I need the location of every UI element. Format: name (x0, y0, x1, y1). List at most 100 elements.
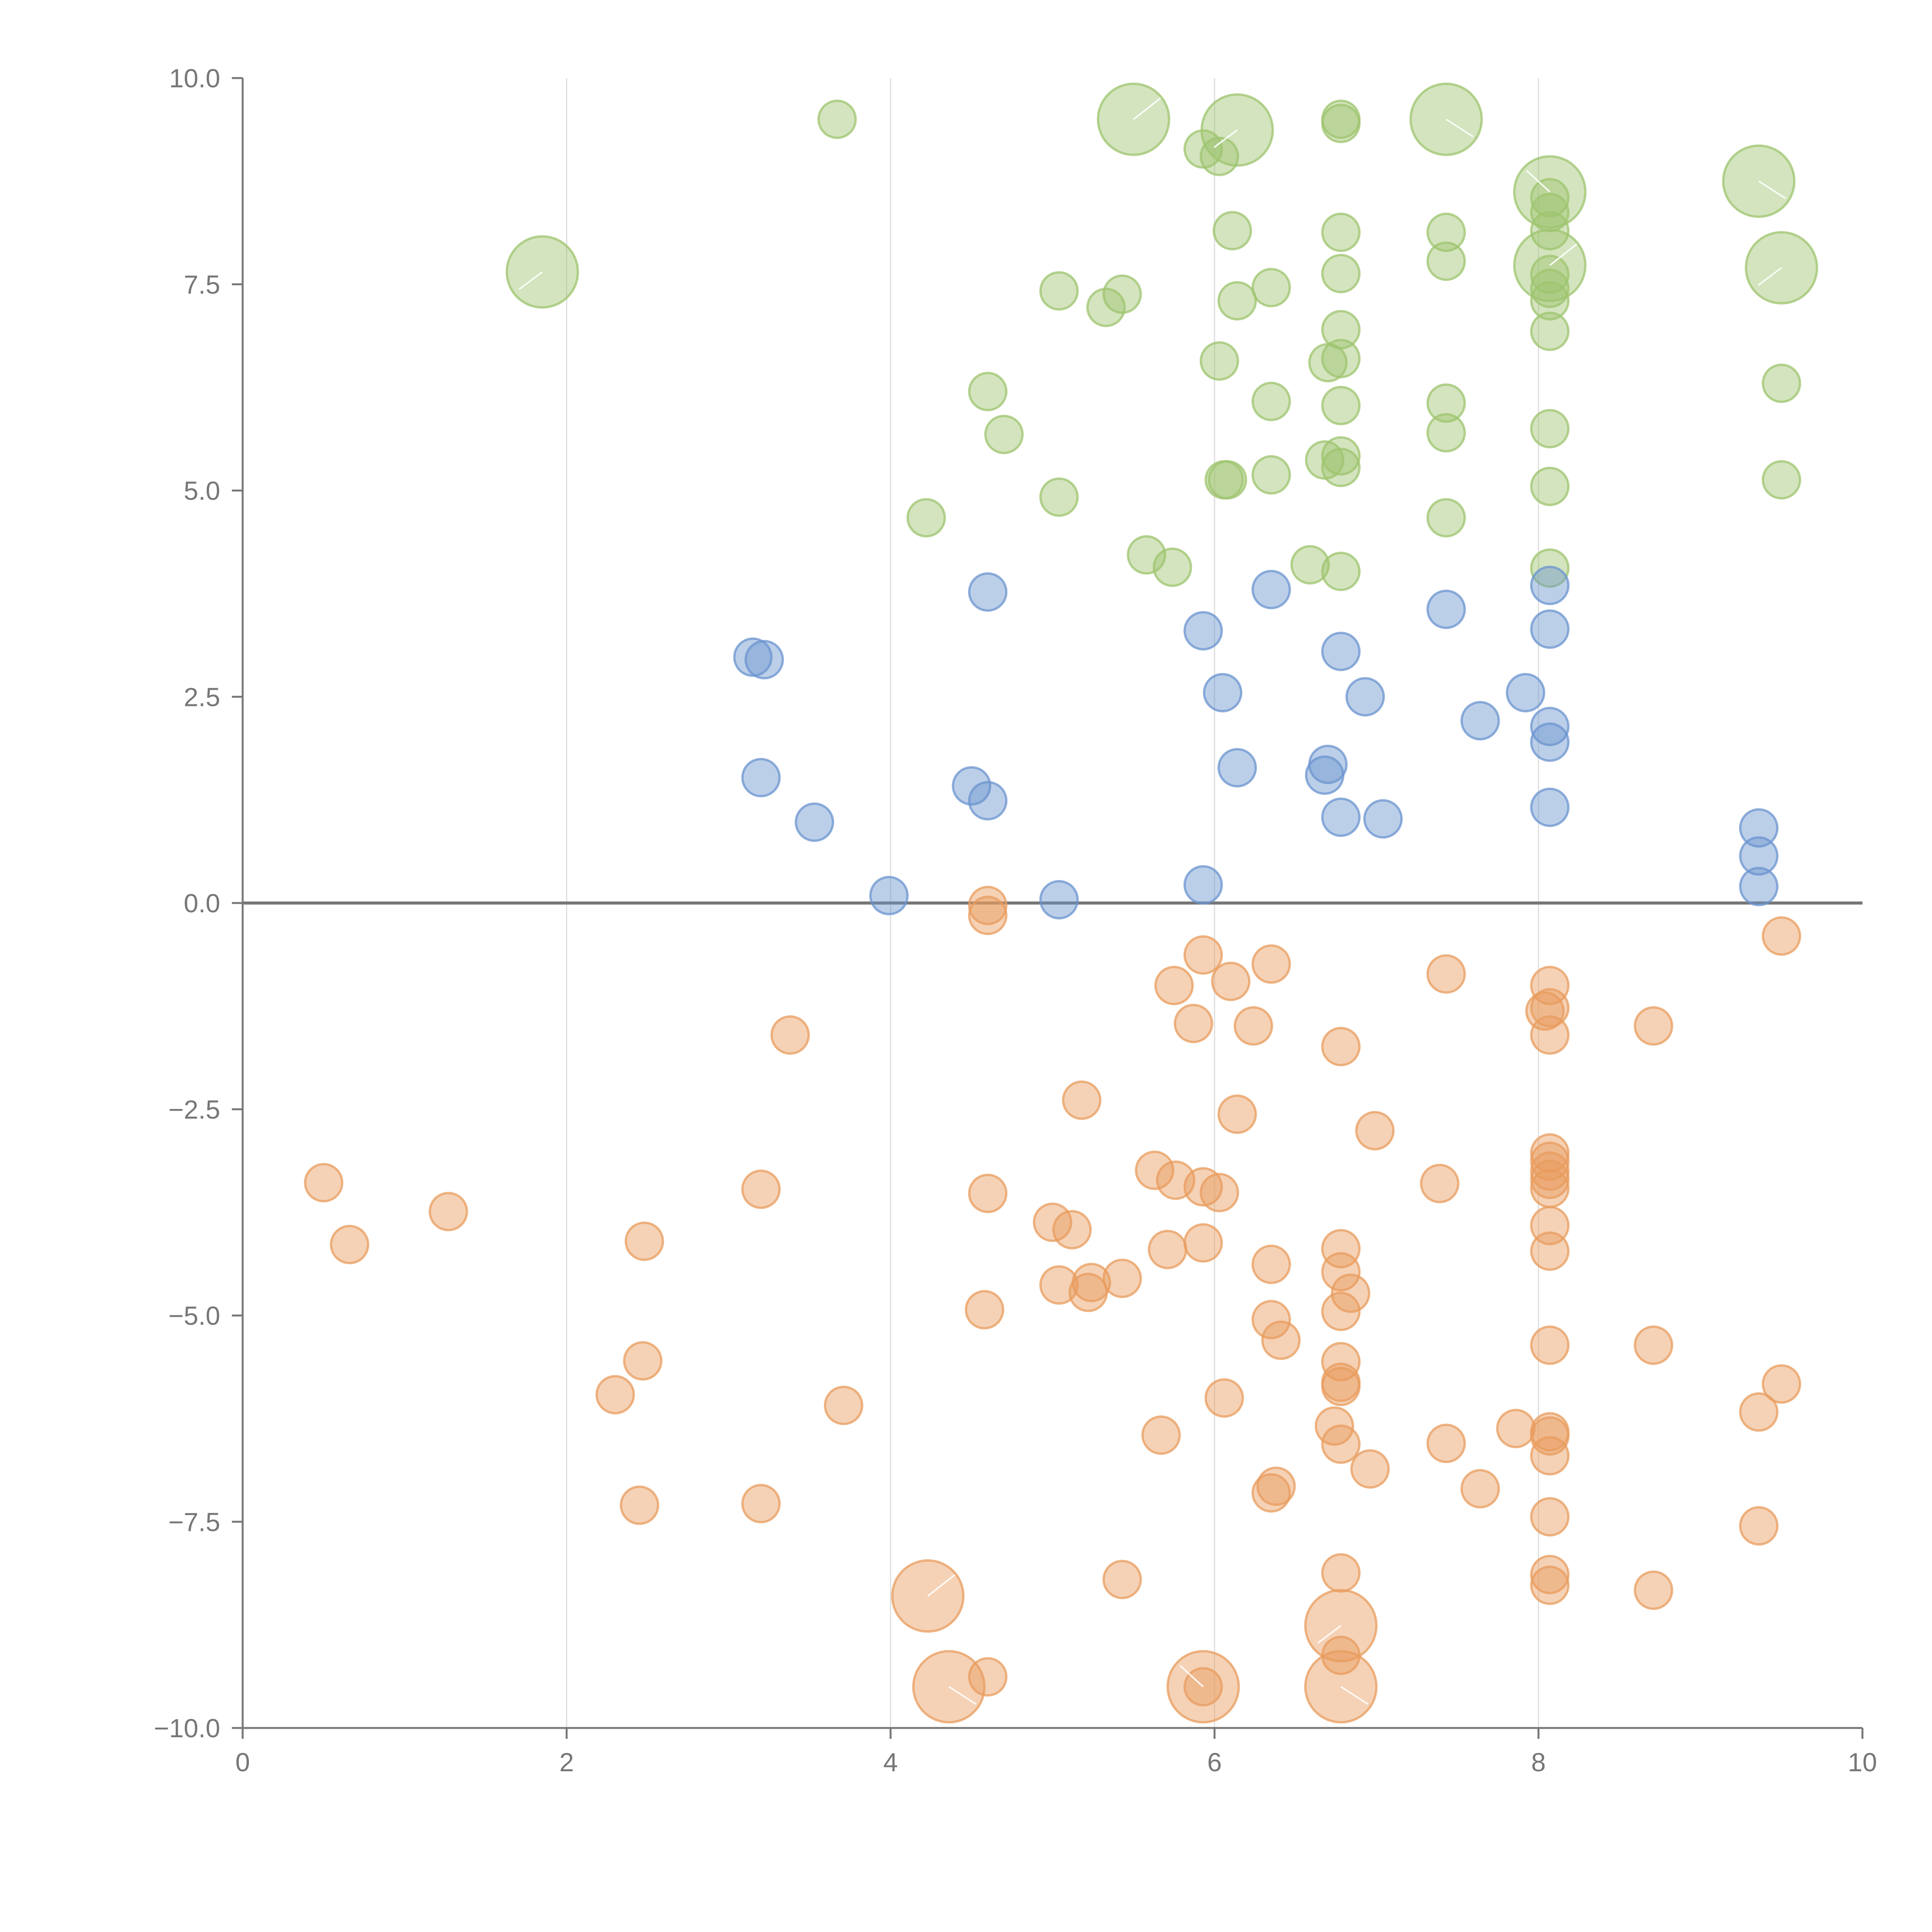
y-tick-label: 10.0 (169, 64, 220, 93)
green-bubble (1290, 545, 1330, 585)
orange-bubble (1321, 1027, 1361, 1066)
x-tick-label: 2 (559, 1748, 574, 1777)
callout-leader-line (948, 1686, 976, 1705)
green-bubble (1251, 455, 1291, 495)
y-tick-label: −10.0 (154, 1714, 220, 1743)
orange-bubble (1233, 1006, 1273, 1046)
blue-bubble (1345, 677, 1385, 717)
orange-bubble (1426, 954, 1466, 994)
orange-bubble (1321, 1424, 1361, 1464)
orange-bubble (330, 1225, 369, 1264)
orange-bubble (1634, 1006, 1673, 1046)
blue-bubble (1203, 673, 1243, 713)
blue-bubble (968, 572, 1008, 612)
orange-bubble (964, 1290, 1004, 1330)
x-tick-label: 8 (1531, 1748, 1546, 1777)
orange-bubble (1634, 1325, 1673, 1365)
orange-bubble (1062, 1080, 1102, 1120)
orange-bubble (1530, 1565, 1570, 1605)
callout-leader-line (1133, 97, 1161, 120)
green-bubble (1426, 241, 1466, 281)
orange-bubble (1530, 1554, 1570, 1594)
orange-bubble (1183, 1167, 1223, 1207)
orange-bubble (1321, 1553, 1361, 1593)
green-bubble (1530, 178, 1570, 218)
blue-bubble (744, 640, 784, 680)
green-bubble (1217, 281, 1257, 321)
blue-bubble (1426, 589, 1466, 629)
orange-bubble (1217, 1094, 1257, 1134)
orange-bubble (1739, 1392, 1779, 1432)
orange-bubble (1739, 1506, 1779, 1546)
orange-bubble (1321, 1367, 1361, 1406)
green-bubble (1102, 274, 1142, 314)
orange-bubble (1530, 1436, 1570, 1476)
orange-bubble (595, 1375, 635, 1415)
blue-bubble (1739, 867, 1779, 906)
orange-bubble (1496, 1408, 1536, 1448)
orange-bubble (624, 1221, 664, 1261)
blue-bubble (1217, 748, 1257, 787)
blue-bubble (1251, 570, 1291, 609)
x-tick-label: 4 (883, 1748, 898, 1777)
orange-bubble (1426, 1423, 1466, 1463)
orange-bubble (770, 1015, 810, 1055)
orange-bubble (1256, 1466, 1296, 1506)
orange-bubble (1331, 1273, 1371, 1313)
orange-bubble (1261, 1320, 1301, 1360)
callout-leader-line (1317, 1625, 1342, 1644)
green-bubble (1426, 413, 1466, 453)
orange-bubble (1251, 1245, 1291, 1284)
orange-bubble (1530, 1015, 1570, 1055)
callout-leader-line (1758, 267, 1782, 286)
orange-bubble (1355, 1111, 1395, 1151)
orange-bubble (1762, 916, 1801, 956)
green-bubble (1127, 535, 1167, 575)
green-bubble (1321, 104, 1361, 143)
orange-bubble (1102, 1259, 1142, 1298)
orange-bubble (741, 1484, 781, 1524)
orange-bubble (1530, 1497, 1570, 1537)
orange-bubble (620, 1485, 660, 1525)
green-bubble (1762, 460, 1801, 500)
blue-bubble (1183, 611, 1223, 651)
blue-bubble (1039, 880, 1079, 920)
bubble-layer (304, 82, 1818, 1724)
green-bubble (1762, 363, 1801, 403)
orange-bubble (1135, 1150, 1175, 1190)
orange-bubble (1321, 1229, 1361, 1269)
orange-bubble (1530, 966, 1570, 1005)
orange-bubble (1350, 1449, 1390, 1489)
axis-layer: 0 2 4 6 8 10 −10.0 −7.5 −5.0 −2.5 0.0 2.5 5.0 7.5 10.0 (154, 64, 1877, 1777)
orange-bubble (1530, 1231, 1570, 1271)
orange-bubble (1052, 1210, 1092, 1250)
green-bubble (1086, 287, 1126, 327)
orange-bubble (1141, 1415, 1181, 1455)
green-bubble (1321, 447, 1361, 487)
orange-bubble (623, 1341, 663, 1381)
orange-bubble (1530, 1325, 1570, 1365)
blue-bubble (1739, 808, 1779, 848)
green-bubble (1426, 383, 1466, 423)
blue-bubble (1530, 609, 1570, 649)
orange-bubble (1154, 966, 1194, 1005)
orange-bubble (1251, 1300, 1291, 1340)
green-bubble (1321, 436, 1361, 476)
orange-bubble (1321, 1252, 1361, 1292)
orange-bubble (1183, 935, 1223, 975)
callout-leader-line (1179, 1665, 1204, 1687)
blue-bubble (968, 781, 1008, 821)
orange-bubble (1102, 1560, 1142, 1599)
callout-leader-line (1549, 243, 1578, 266)
y-tick-label: 5.0 (184, 476, 220, 506)
orange-bubble (1199, 1173, 1239, 1213)
orange-bubble (741, 1169, 781, 1209)
x-tick-label: 0 (235, 1748, 250, 1777)
orange-bubble (429, 1192, 468, 1231)
orange-bubble (824, 1386, 864, 1425)
green-bubble (1530, 548, 1570, 588)
callout-layer (519, 97, 1786, 1705)
orange-bubble (1762, 1364, 1801, 1404)
blue-bubble (1506, 673, 1546, 713)
